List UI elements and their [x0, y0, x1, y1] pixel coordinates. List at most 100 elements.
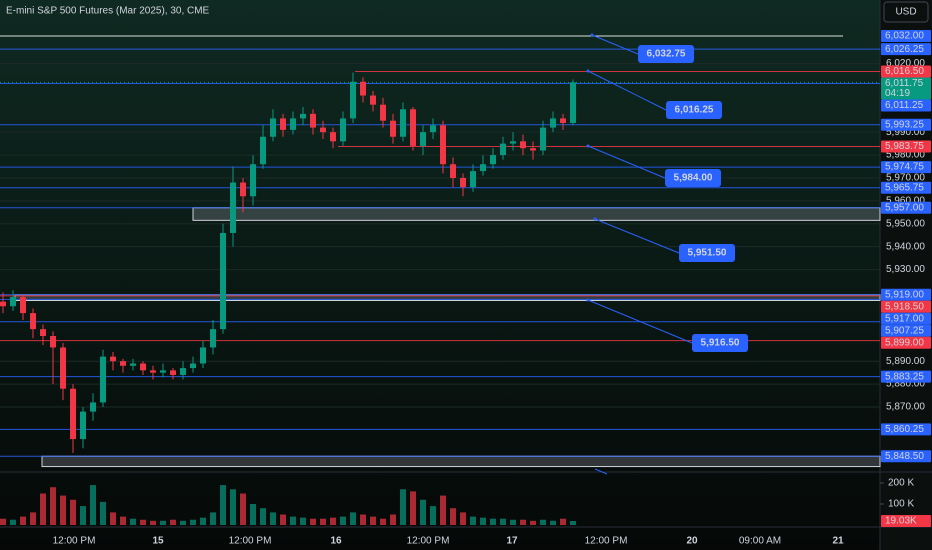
price-tag-label: 5,919.00: [885, 289, 924, 300]
candle-body: [180, 368, 186, 375]
candle-body: [420, 132, 426, 146]
price-tag-label: 5,907.25: [885, 325, 924, 336]
price-tag: [881, 181, 931, 194]
candle-body: [30, 313, 36, 330]
volume-bar: [110, 512, 116, 525]
candle-body: [240, 182, 246, 197]
callout-anchor: [593, 217, 597, 221]
price-tag-label: 6,011.75: [885, 78, 924, 89]
volume-bar: [440, 495, 446, 525]
candle-body: [550, 118, 556, 128]
price-tag-label: 5,899.00: [885, 337, 924, 348]
candle-body: [460, 177, 466, 188]
price-tag: [881, 336, 931, 349]
plot-background: [0, 0, 880, 550]
candle-body: [340, 118, 346, 142]
candle-body: [390, 120, 396, 137]
candle-body: [570, 82, 576, 123]
price-tag: [881, 423, 931, 436]
volume-tag: [881, 515, 931, 527]
callout-label: 5,951.50: [688, 248, 727, 259]
price-tag: [881, 99, 931, 112]
candle-body: [300, 113, 306, 119]
price-tag-label: 5,860.25: [885, 424, 924, 435]
volume-bar: [80, 506, 86, 525]
callout-line: [594, 218, 680, 254]
y-tick-label: 5,940.00: [886, 241, 925, 252]
candle-body: [140, 363, 146, 371]
x-tick-label: 20: [686, 536, 698, 547]
candle-body: [330, 132, 336, 142]
price-tag: [881, 312, 931, 325]
volume-bar: [250, 503, 256, 525]
chart-title: E-mini S&P 500 Futures (Mar 2025), 30, C…: [6, 6, 210, 17]
candle-body: [560, 118, 566, 123]
candle-body: [440, 125, 446, 165]
price-tag: [881, 29, 931, 42]
candle-body: [540, 127, 546, 151]
price-tag: [881, 201, 931, 214]
candle-body: [530, 148, 536, 151]
volume-bar: [410, 491, 416, 525]
volume-bar: [390, 514, 396, 525]
candle-body: [520, 141, 526, 149]
volume-bar: [160, 520, 166, 525]
price-tag-label: 5,848.50: [885, 451, 924, 462]
volume-bar: [100, 501, 106, 525]
volume-bar: [490, 518, 496, 525]
price-tag: [881, 370, 931, 383]
candle-body: [230, 182, 236, 233]
candle-body: [40, 329, 46, 337]
candle-body: [500, 143, 506, 156]
candle-body: [20, 297, 26, 314]
volume-bar: [130, 518, 136, 525]
candle-body: [510, 141, 516, 144]
candle-body: [190, 363, 196, 369]
price-tag-label: 6,011.25: [885, 100, 924, 111]
price-tag: [881, 43, 931, 56]
volume-bar: [140, 519, 146, 525]
price-tag-label: 5,883.25: [885, 371, 924, 382]
volume-bar: [50, 487, 56, 525]
price-tag-label: 5,974.75: [885, 162, 924, 173]
candle-body: [290, 118, 296, 130]
x-tick-label: 12:00 PM: [53, 536, 96, 547]
volume-bar: [240, 493, 246, 525]
candle-body: [120, 361, 126, 366]
candle-body: [310, 113, 316, 128]
candle-body: [250, 164, 256, 197]
price-tag: [881, 118, 931, 131]
callout-label: 6,032.75: [647, 49, 686, 60]
candle-body: [200, 347, 206, 364]
y-tick-label: 5,880.00: [886, 379, 925, 390]
price-tag: [881, 161, 931, 174]
candle-body: [490, 155, 496, 165]
candle-body: [90, 402, 96, 412]
volume-bar: [180, 520, 186, 525]
volume-bar: [310, 518, 316, 525]
currency-button[interactable]: [883, 1, 929, 23]
y-tick-label: 6,020.00: [886, 58, 925, 69]
volume-bar: [290, 516, 296, 525]
candle-body: [100, 356, 106, 403]
price-tag: [881, 324, 931, 337]
x-tick-label: 21: [832, 536, 844, 547]
volume-bar: [270, 512, 276, 525]
volume-bar: [320, 518, 326, 525]
candle-body: [150, 370, 156, 373]
volume-bar: [520, 519, 526, 525]
volume-bar: [480, 517, 486, 525]
price-tag-label: 6,032.00: [885, 31, 924, 42]
volume-bar: [210, 512, 216, 525]
candle-body: [320, 127, 326, 133]
candle-body: [70, 388, 76, 440]
x-tick-label: 15: [152, 536, 164, 547]
candle-body: [0, 301, 6, 307]
x-tick-label: 17: [506, 536, 518, 547]
callout-box: [666, 101, 722, 119]
callout-label: 6,016.25: [675, 105, 714, 116]
candle-body: [470, 171, 476, 188]
volume-bar: [380, 518, 386, 525]
candle-body: [260, 136, 266, 165]
volume-bar: [70, 499, 76, 525]
